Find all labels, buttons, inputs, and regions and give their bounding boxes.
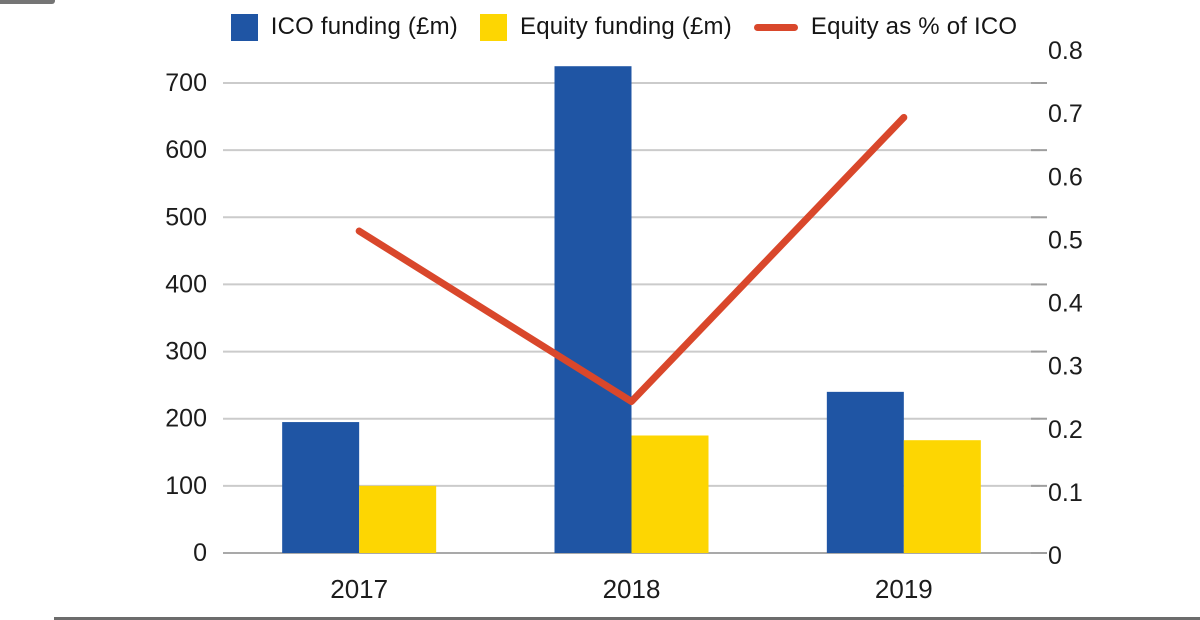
left-axis-label-500: 500 (165, 203, 207, 231)
bar-ico-2019 (826, 391, 904, 553)
right-axis-label-0.7: 0.7 (1048, 100, 1083, 128)
x-axis-label-2017: 2017 (330, 574, 388, 604)
legend-swatch-equity-funding (480, 13, 507, 41)
chart-legend: ICO funding (£m) Equity funding (£m) Equ… (24, 0, 1200, 41)
right-axis-label-0.8: 0.8 (1048, 37, 1083, 65)
x-axis-label-2018: 2018 (603, 574, 661, 604)
legend-item-equity-pct: Equity as % of ICO (753, 13, 1018, 41)
left-axis-label-0: 0 (193, 539, 207, 567)
right-axis-label-0.6: 0.6 (1048, 163, 1083, 191)
legend-swatch-ico-funding (230, 13, 258, 41)
bar-ico-2017 (282, 422, 360, 553)
legend-item-equity-funding: Equity funding (£m) (480, 13, 732, 41)
bar-ico-2018 (554, 66, 632, 553)
left-axis-label-700: 700 (165, 69, 207, 97)
left-axis-label-200: 200 (165, 405, 207, 433)
x-axis-label-2019: 2019 (875, 574, 933, 604)
scan-edge-artifact-bottom (54, 617, 1200, 620)
right-axis-label-0: 0 (1048, 542, 1062, 570)
left-axis-label-600: 600 (165, 136, 207, 164)
bar-equity-2019 (903, 440, 981, 553)
right-axis-label-0.4: 0.4 (1048, 290, 1083, 318)
left-axis-label-100: 100 (165, 472, 207, 500)
left-axis-label-300: 300 (165, 338, 207, 366)
line-equity-pct-of-ico (355, 113, 908, 405)
left-axis-label-400: 400 (165, 270, 207, 298)
right-axis-label-0.5: 0.5 (1048, 226, 1083, 254)
bar-equity-2018 (631, 435, 709, 553)
legend-item-ico-funding: ICO funding (£m) (230, 13, 458, 41)
right-axis-label-0.3: 0.3 (1048, 353, 1083, 381)
legend-label-ico-funding: ICO funding (£m) (270, 13, 458, 40)
legend-label-equity-funding: Equity funding (£m) (520, 13, 732, 40)
scan-edge-artifact-top (0, 0, 55, 4)
right-axis-label-0.1: 0.1 (1048, 479, 1083, 507)
legend-label-equity-pct: Equity as % of ICO (810, 13, 1018, 40)
legend-swatch-equity-pct-line (753, 23, 798, 31)
bar-equity-2017 (359, 485, 437, 553)
right-axis-label-0.2: 0.2 (1048, 416, 1083, 444)
